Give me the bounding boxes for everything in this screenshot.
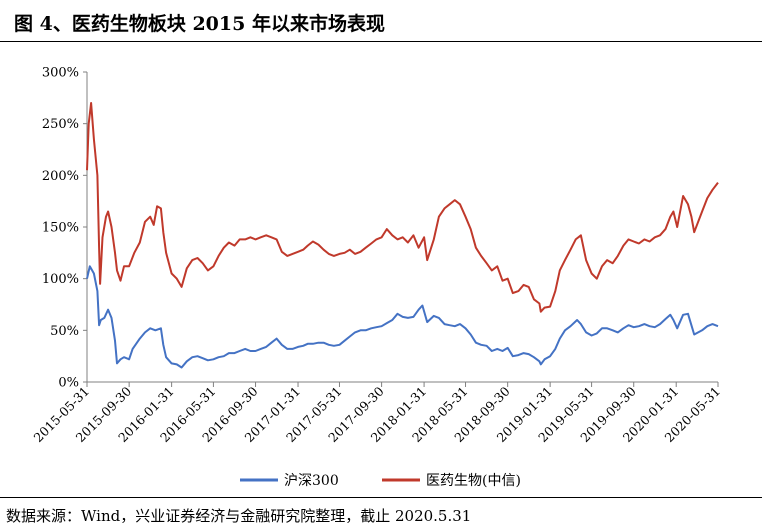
series-layer [86,102,719,369]
market-performance-chart: 0%50%100%150%200%250%300%2015-05-312015-… [31,66,724,490]
y-tick-label: 0% [58,376,79,391]
source-note: 数据来源：Wind，兴业证券经济与金融研究院整理，截止 2020.5.31 [6,507,472,525]
legend: 沪深300 医药生物(中信) [240,473,521,489]
series-line-pharma [86,102,719,313]
chart-area: 0% 50% 100% 150% 200% 250% 300% 2015-05-31 2015-… [0,43,762,497]
figure-footer: 数据来源：Wind，兴业证券经济与金融研究院整理，截止 2020.5.31 [0,497,762,530]
y-tick-label: 250% [42,117,79,132]
y-tick-label: 150% [42,221,79,236]
y-tick-label: 100% [42,272,79,287]
y-tick-label: 200% [42,169,79,184]
series-line-hs300 [86,265,719,369]
legend-label-pharma: 医药生物(中信) [426,473,521,489]
y-tick-label: 50% [50,324,79,339]
figure-title: 图 4、医药生物板块 2015 年以来市场表现 [14,13,385,35]
figure-header: 图 4、医药生物板块 2015 年以来市场表现 [0,0,762,42]
y-tick-label: 300% [42,66,79,81]
legend-label-hs300: 沪深300 [284,473,339,489]
